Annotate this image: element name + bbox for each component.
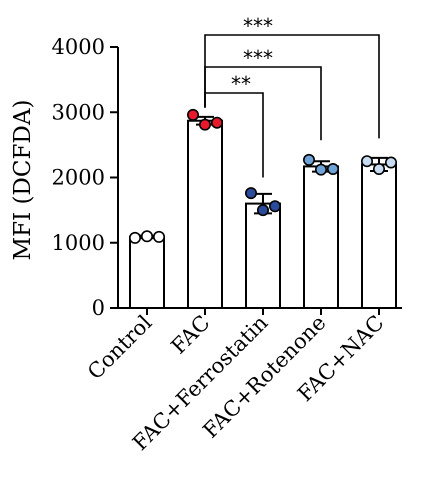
y-axis: 0 1000 2000 3000 4000 <box>52 35 119 320</box>
data-point <box>360 155 373 168</box>
significance-label: *** <box>243 14 273 38</box>
data-point <box>211 116 224 129</box>
data-point <box>141 230 154 243</box>
data-point <box>153 230 166 243</box>
data-point <box>245 187 258 200</box>
y-tick-label: 3000 <box>52 100 105 124</box>
data-point <box>326 163 339 176</box>
data-point <box>302 153 315 166</box>
data-point <box>199 118 212 131</box>
y-tick-label: 0 <box>92 296 105 320</box>
x-axis: Control FACFAC+FerrostatinFAC+RotenoneFAC… <box>83 307 402 455</box>
bar <box>245 202 281 310</box>
data-point <box>187 108 200 121</box>
data-point <box>129 231 142 244</box>
data-point <box>372 163 385 176</box>
significance-label: ** <box>231 72 251 96</box>
y-tick-label: 1000 <box>52 231 105 255</box>
y-axis-label: MFI (DCFDA) <box>10 100 36 261</box>
significance-bracket <box>204 34 380 139</box>
bars <box>129 108 397 310</box>
bar <box>303 165 339 309</box>
x-tick-label: FAC <box>166 311 214 359</box>
data-point <box>384 156 397 169</box>
bar <box>129 235 165 309</box>
x-tick-label: Control <box>83 310 157 384</box>
bar <box>187 119 223 309</box>
significance-brackets: ******** <box>204 14 380 178</box>
significance-label: *** <box>243 46 273 70</box>
data-point <box>256 204 269 217</box>
data-point <box>314 163 327 176</box>
y-tick-label: 4000 <box>52 35 105 59</box>
bar <box>361 163 397 309</box>
y-tick-label: 2000 <box>52 166 105 190</box>
data-point <box>268 200 281 213</box>
